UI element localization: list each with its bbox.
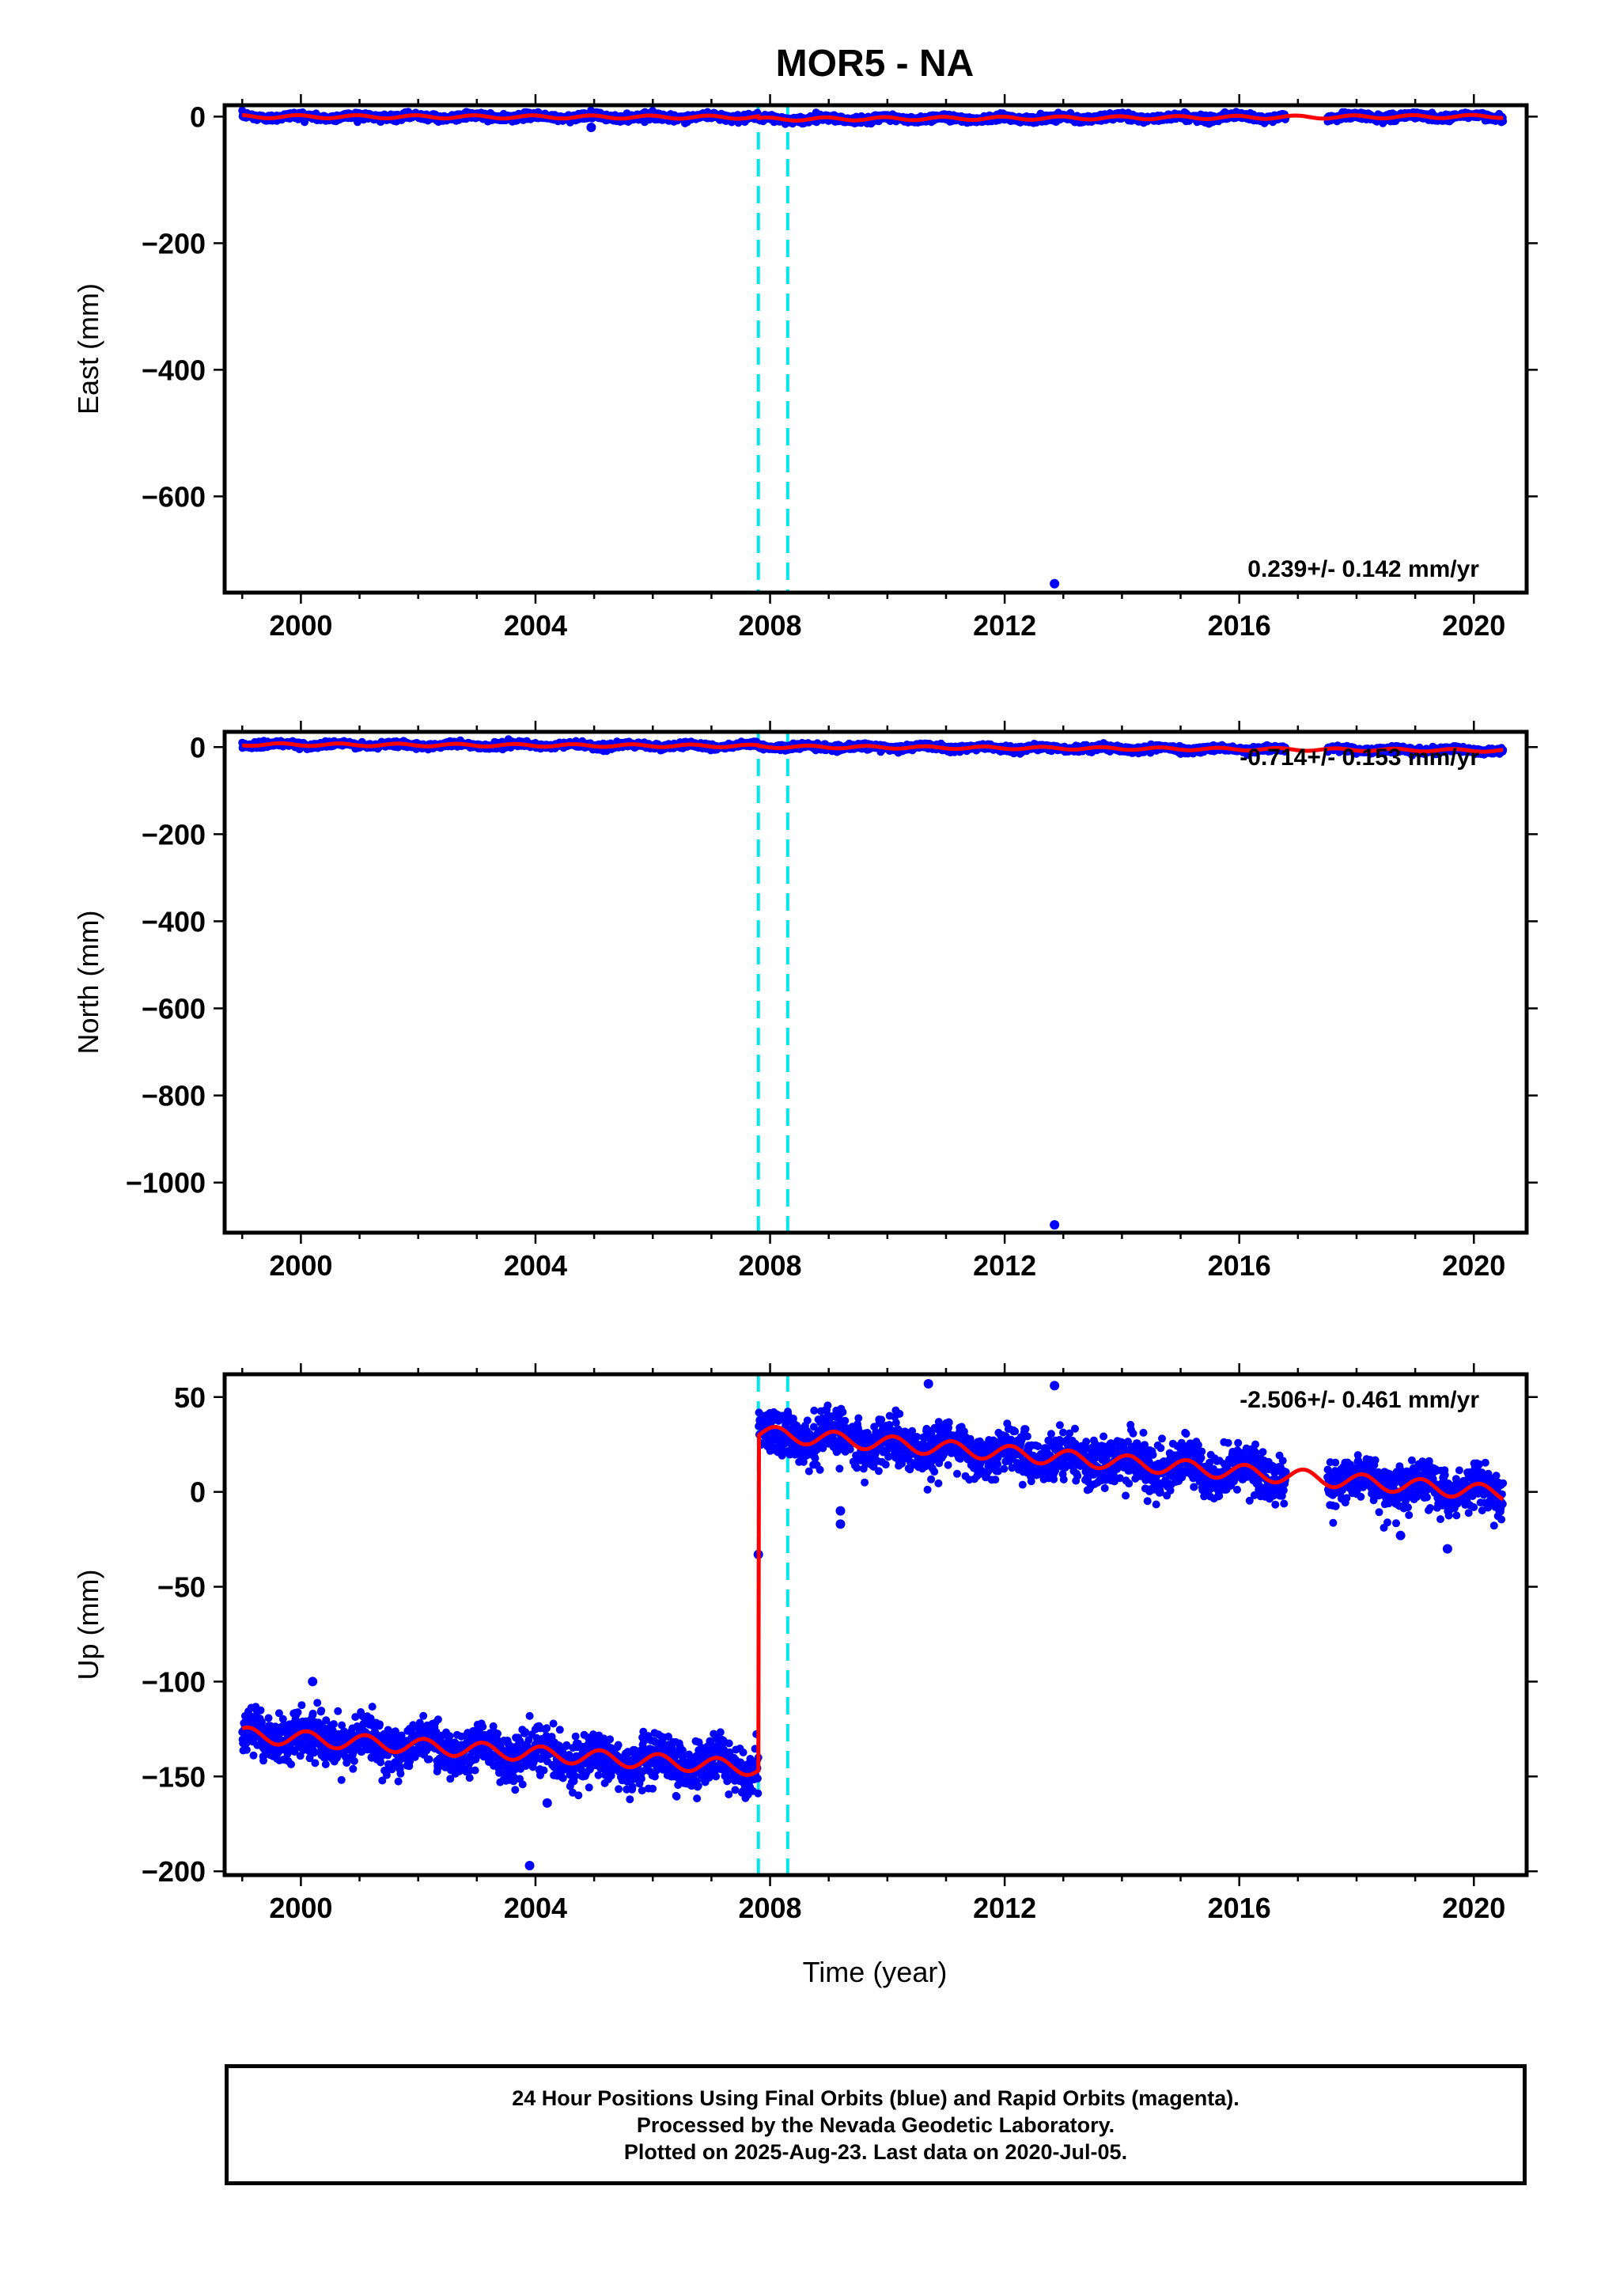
figure-title: MOR5 - NA (776, 43, 975, 85)
plot-area (238, 105, 1508, 593)
x-tick-label: 2000 (269, 609, 332, 642)
outlier-point (586, 123, 596, 132)
y-axis-label: East (mm) (72, 283, 104, 415)
x-tick-label: 2012 (973, 609, 1036, 642)
y-tick-label: −600 (142, 480, 206, 513)
x-tick-label: 2020 (1442, 609, 1505, 642)
panel-frame (222, 103, 1529, 595)
north-panel: 2000 2004 2008 2012 2016 20200−200−400−600−80… (72, 721, 1538, 1282)
x-tick-label: 2016 (1208, 609, 1271, 642)
x-tick-label: 2004 (504, 609, 567, 642)
x-tick-label: 2008 (738, 609, 801, 642)
velocity-rate-label: 0.239+/- 0.142 mm/yr (1247, 556, 1479, 582)
y-tick-label: −200 (142, 227, 206, 260)
plot-area (238, 732, 1508, 1233)
east-panel: 2000 2004 2008 2012 2016 2020 0 −200 −400 −600 Eas… (72, 94, 1538, 642)
y-tick-label: 0 (190, 100, 206, 133)
outlier-point (1050, 578, 1060, 589)
y-tick-label: −400 (142, 354, 206, 386)
